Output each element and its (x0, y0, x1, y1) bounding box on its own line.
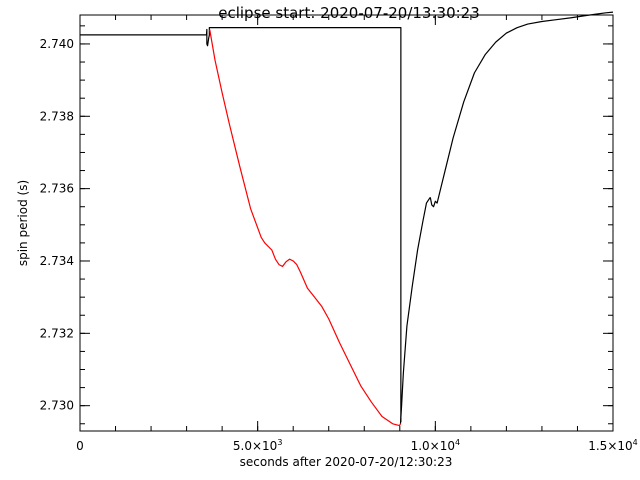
series-line-3 (399, 11, 614, 424)
y-tick-label: 2.730 (40, 399, 74, 413)
x-tick-exponent: 4 (455, 438, 460, 447)
y-axis-label: spin period (s) (16, 180, 30, 266)
x-tick-label: 5.0×103 (233, 438, 283, 453)
tick-label-layer: 0 5.0×103 1.0×104 1.5×104 2.730 2.732 2.734 2.7… (40, 37, 638, 453)
y-tick-label: 2.736 (40, 182, 74, 196)
x-tick-exponent: 3 (277, 438, 282, 447)
x-axis-label: seconds after 2020-07-20/12:30:23 (240, 455, 453, 469)
x-tick-label: 1.0×104 (411, 438, 461, 453)
series-line-2 (209, 29, 402, 427)
y-tick-label: 2.734 (40, 254, 74, 268)
series-layer (80, 11, 614, 427)
x-tick-exponent: 4 (633, 438, 638, 447)
y-tick-label: 2.740 (40, 37, 74, 51)
chart-title: eclipse start: 2020-07-20/13:30:23 (218, 4, 480, 22)
y-tick-label: 2.738 (40, 109, 74, 123)
x-tick-label: 1.5×104 (588, 438, 638, 453)
plot-frame (79, 14, 614, 432)
tick-layer (79, 15, 614, 431)
series-line-1 (80, 27, 402, 422)
x-tick-label: 0 (76, 439, 84, 453)
y-tick-label: 2.732 (40, 326, 74, 340)
